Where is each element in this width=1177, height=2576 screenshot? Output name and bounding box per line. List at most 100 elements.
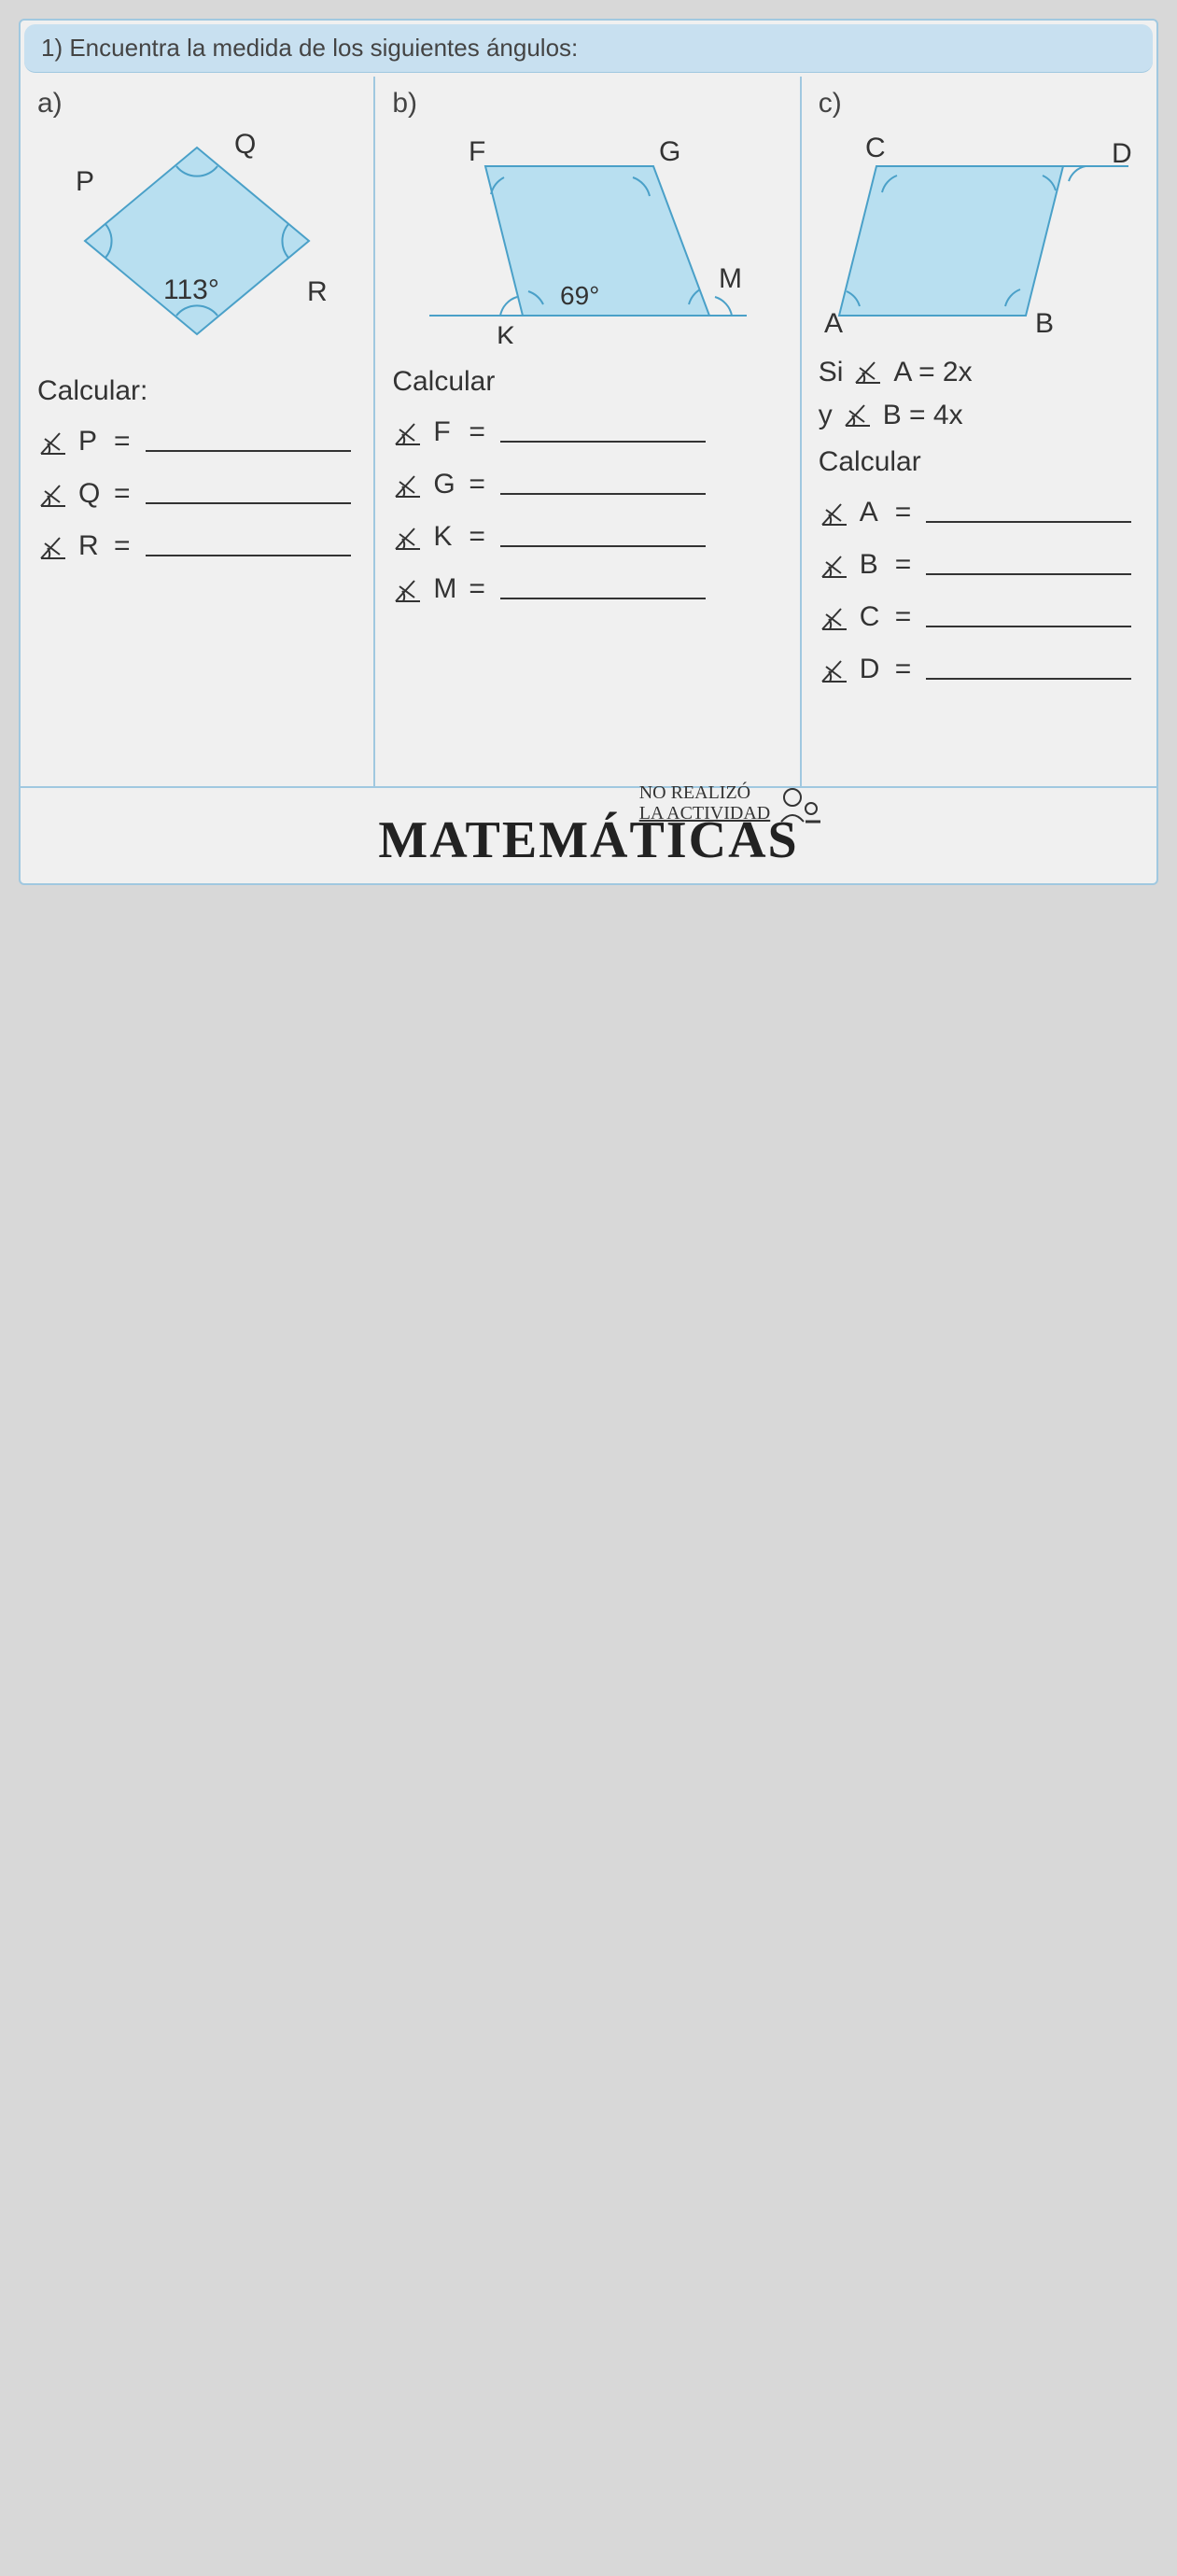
vertex-P: P xyxy=(76,166,94,197)
vertex-D: D xyxy=(1112,138,1132,169)
angle-icon xyxy=(392,577,424,605)
row-letter: D xyxy=(860,654,886,685)
row-Q: Q = xyxy=(37,478,357,510)
row-G: G = xyxy=(392,469,782,500)
angle-icon xyxy=(842,401,874,429)
problem-a: a) P Q R 113° Calcular: P = xyxy=(21,77,375,786)
angle-icon xyxy=(852,359,884,387)
page-footer: NO REALIZÓ LA ACTIVIDAD MATEMÁTICAS xyxy=(21,786,1156,883)
part-label-c: c) xyxy=(819,88,1140,120)
angle-icon xyxy=(819,605,850,633)
blank-line xyxy=(500,441,706,443)
calc-title-c: Calcular xyxy=(819,446,1140,478)
blank-line xyxy=(500,598,706,599)
row-letter: C xyxy=(860,601,886,633)
equals-sign: = xyxy=(895,601,912,633)
row-F: F = xyxy=(392,416,782,448)
vertex-A: A xyxy=(824,308,843,334)
equals-sign: = xyxy=(895,654,912,685)
row-C: C = xyxy=(819,601,1140,633)
row-letter: F xyxy=(433,416,459,448)
answer-lines-a: P = Q = R = xyxy=(37,426,357,562)
angle-icon xyxy=(37,482,69,510)
row-R: R = xyxy=(37,530,357,562)
no-realizo-line1: NO REALIZÓ xyxy=(639,782,771,803)
equals-sign: = xyxy=(895,497,912,528)
equals-sign: = xyxy=(469,416,485,448)
no-realizo-line2: LA ACTIVIDAD xyxy=(639,803,771,823)
figure-a-rhombus: P Q R 113° xyxy=(48,129,346,353)
arc-K-ext xyxy=(500,297,517,316)
equals-sign: = xyxy=(469,573,485,605)
part-label-a: a) xyxy=(37,88,357,120)
blank-line xyxy=(926,678,1131,680)
row-letter: M xyxy=(433,573,459,605)
row-B: B = xyxy=(819,549,1140,581)
row-letter: K xyxy=(433,521,459,553)
equals-sign: = xyxy=(114,478,131,510)
vertex-B: B xyxy=(1035,308,1054,334)
equals-sign: = xyxy=(469,521,485,553)
blank-line xyxy=(926,573,1131,575)
answer-lines-b: F = G = K = M xyxy=(392,416,782,605)
problem-c: c) C D A B Si A = 2x xyxy=(802,77,1156,786)
angle-icon xyxy=(37,534,69,562)
equals-sign: = xyxy=(469,469,485,500)
worksheet-page: 1) Encuentra la medida de los siguientes… xyxy=(19,19,1158,885)
angle-113: 113° xyxy=(163,274,219,305)
equals-sign: = xyxy=(895,549,912,581)
angle-icon xyxy=(37,429,69,457)
angle-icon xyxy=(392,420,424,448)
blank-line xyxy=(146,555,351,556)
vertex-K: K xyxy=(497,321,515,344)
vertex-F: F xyxy=(469,136,485,167)
angle-icon xyxy=(819,657,850,685)
no-realizo-stamp: NO REALIZÓ LA ACTIVIDAD xyxy=(639,782,771,823)
y-label: y xyxy=(819,400,833,431)
given-A-expr: A = 2x xyxy=(893,357,972,388)
row-letter: B xyxy=(860,549,886,581)
angle-icon xyxy=(392,525,424,553)
part-label-b: b) xyxy=(392,88,782,120)
row-letter: G xyxy=(433,469,459,500)
given-B: y B = 4x xyxy=(819,400,1140,431)
row-letter: R xyxy=(78,530,105,562)
blank-line xyxy=(500,545,706,547)
problems-grid: a) P Q R 113° Calcular: P = xyxy=(21,77,1156,786)
blank-line xyxy=(146,450,351,452)
arc-D-ext xyxy=(1069,166,1086,181)
doodle-icon xyxy=(776,784,822,825)
equals-sign: = xyxy=(114,426,131,457)
blank-line xyxy=(926,626,1131,627)
equals-sign: = xyxy=(114,530,131,562)
problem-b: b) F G K M 69° Calcul xyxy=(375,77,801,786)
angle-69: 69° xyxy=(560,281,599,310)
blank-line xyxy=(926,521,1131,523)
blank-line xyxy=(146,502,351,504)
calc-title-a: Calcular: xyxy=(37,375,357,407)
vertex-R: R xyxy=(307,276,328,307)
vertex-C: C xyxy=(865,133,886,163)
parallelogram-shape xyxy=(839,166,1063,316)
angle-icon xyxy=(819,553,850,581)
si-label: Si xyxy=(819,357,844,388)
vertex-M: M xyxy=(719,263,742,294)
vertex-Q: Q xyxy=(234,129,256,160)
row-D: D = xyxy=(819,654,1140,685)
figure-c-parallelogram: C D A B xyxy=(820,129,1138,334)
answer-lines-c: A = B = C = D xyxy=(819,497,1140,685)
blank-line xyxy=(500,493,706,495)
calc-title-b: Calcular xyxy=(392,366,782,398)
row-letter: A xyxy=(860,497,886,528)
row-A: A = xyxy=(819,497,1140,528)
row-P: P = xyxy=(37,426,357,457)
row-letter: P xyxy=(78,426,105,457)
row-M: M = xyxy=(392,573,782,605)
row-K: K = xyxy=(392,521,782,553)
figure-b-trapezoid: F G K M 69° xyxy=(411,129,765,344)
subject-title: MATEMÁTICAS xyxy=(37,810,1140,870)
angle-icon xyxy=(819,500,850,528)
angle-icon xyxy=(392,472,424,500)
arc-M-ext xyxy=(715,297,732,316)
given-B-expr: B = 4x xyxy=(883,400,963,431)
